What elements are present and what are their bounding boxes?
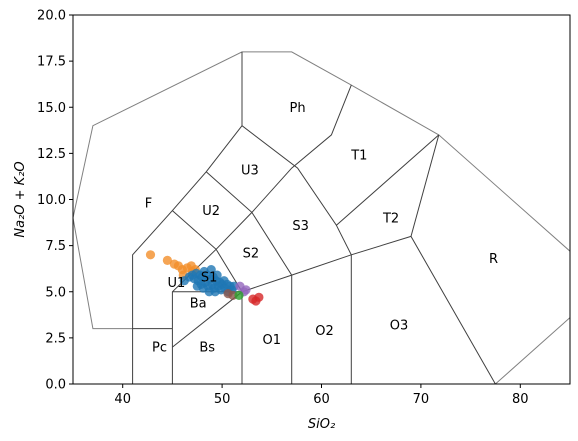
outline-lower-right [495, 317, 570, 384]
region-label-bs: Bs [199, 341, 215, 356]
region-label-r: R [489, 252, 498, 267]
y-tick-label: 17.5 [37, 55, 66, 70]
y-tick-label: 12.5 [37, 147, 66, 162]
data-point-s0-0 [145, 250, 156, 260]
x-axis-title: SiO₂ [308, 417, 335, 432]
y-tick-label: 20.0 [37, 9, 66, 24]
y-axis-title: Na₂O + K₂O [13, 161, 28, 237]
y-tick-label: 0.0 [45, 378, 66, 393]
region-label-s1: S1 [201, 271, 218, 286]
region-label-f: F [145, 197, 152, 212]
boundary-line-0 [132, 51, 243, 384]
region-label-u1: U1 [168, 276, 186, 291]
boundary-line-10 [241, 125, 440, 227]
region-label-t2: T2 [382, 211, 399, 226]
boundary-line-12 [410, 134, 440, 237]
x-tick-label: 70 [413, 392, 430, 407]
data-point-s0-1 [162, 255, 172, 265]
boundary-line-9 [205, 171, 293, 276]
y-axis-ticks: 0.0 2.5 5.0 7.5 10.0 12.5 15.0 17.5 20.0 [37, 9, 73, 393]
classification-boundaries [73, 51, 570, 384]
y-tick-label: 10.0 [37, 193, 66, 208]
region-label-o3: O3 [390, 319, 409, 334]
data-point-s4-0 [234, 290, 244, 300]
y-tick-label: 15.0 [37, 101, 66, 116]
x-tick-label: 80 [512, 392, 529, 407]
sample-points [145, 250, 264, 306]
x-tick-label: 60 [313, 392, 330, 407]
region-label-pc: Pc [152, 341, 167, 356]
boundary-line-11 [335, 225, 352, 256]
region-label-o2: O2 [315, 324, 334, 339]
region-label-s3: S3 [292, 219, 309, 234]
y-tick-label: 7.5 [45, 239, 66, 254]
y-tick-label: 5.0 [45, 285, 66, 300]
region-label-u2: U2 [202, 204, 220, 219]
data-point-s1-34 [210, 287, 220, 297]
outline-lower-left [73, 217, 133, 330]
data-point-s1-19 [212, 270, 222, 280]
region-label-ph: Ph [290, 101, 306, 116]
x-tick-label: 50 [214, 392, 231, 407]
y-tick-label: 2.5 [45, 331, 66, 346]
boundary-line-6 [172, 291, 243, 348]
region-label-ba: Ba [190, 296, 207, 311]
boundary-line-2 [241, 235, 496, 384]
region-label-u3: U3 [241, 164, 259, 179]
data-point-s3-2 [241, 285, 251, 295]
region-label-t1: T1 [350, 149, 367, 164]
region-label-s2: S2 [243, 247, 260, 262]
data-point-s1-14 [206, 265, 216, 275]
boundary-line-8 [172, 210, 243, 293]
x-axis-ticks: 40 50 60 70 80 [114, 384, 529, 407]
region-label-o1: O1 [263, 333, 282, 348]
data-point-s5-2 [254, 292, 264, 302]
x-tick-label: 40 [114, 392, 131, 407]
region-labels: Ph T1 U3 F U2 T2 S3 S2 R U1 S1 Ba O2 O3 O1 Pc Bs [145, 101, 498, 356]
